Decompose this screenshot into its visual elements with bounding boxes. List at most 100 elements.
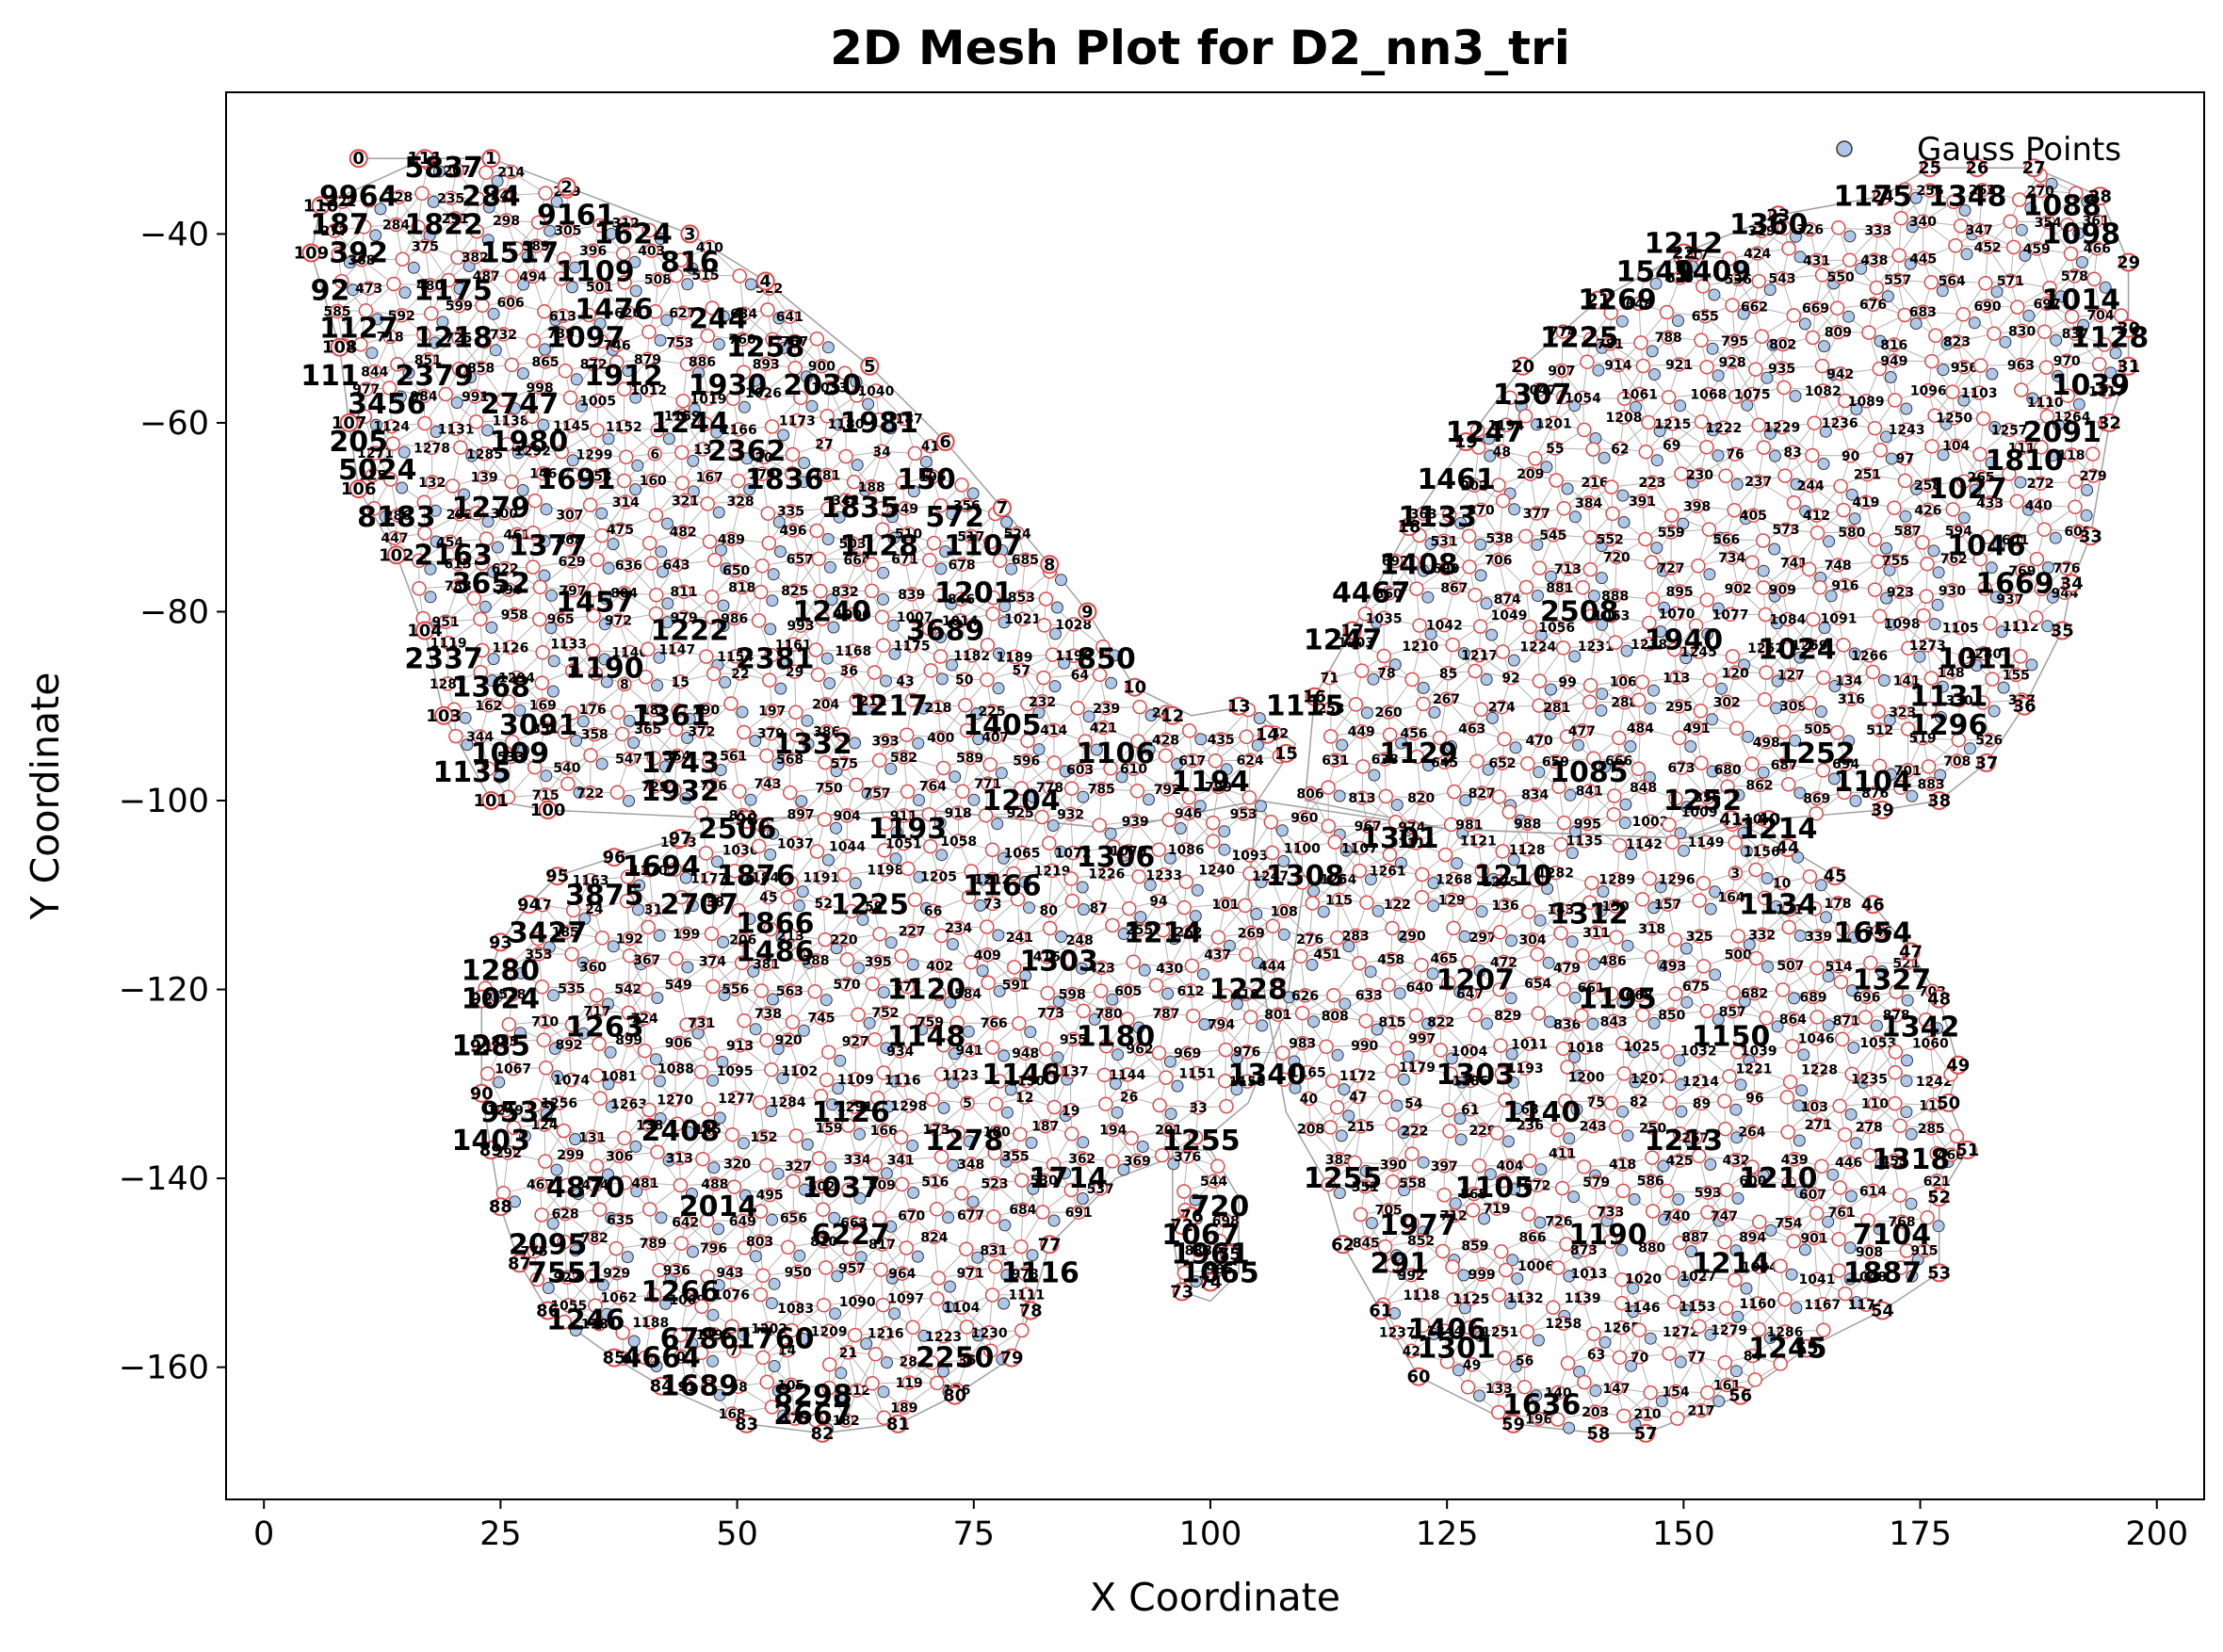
gauss-point	[1731, 1310, 1744, 1323]
gauss-point	[2026, 392, 2039, 405]
gauss-point	[1905, 1127, 1918, 1141]
mesh-node-id: 829	[1494, 1009, 1521, 1024]
boundary-node-id: 80	[943, 1386, 966, 1406]
mesh-node	[388, 217, 404, 233]
gauss-point	[991, 818, 1004, 831]
element-id-label: 1403	[452, 1125, 531, 1158]
gauss-point	[545, 589, 558, 602]
gauss-point	[1402, 1050, 1415, 1063]
mesh-node-id: 348	[957, 1158, 984, 1173]
mesh-node-id: 981	[1455, 818, 1483, 833]
mesh-node	[1755, 533, 1771, 548]
mesh-node	[981, 975, 996, 991]
mesh-node-id: 1216	[868, 1327, 904, 1342]
gauss-point	[1843, 230, 1857, 243]
mesh-node-id: 1109	[837, 1073, 874, 1088]
gauss-point	[627, 1335, 641, 1348]
gauss-point	[369, 229, 382, 242]
element-id-label: 3427	[509, 916, 588, 949]
gauss-point	[1763, 1331, 1777, 1344]
gauss-point	[1771, 674, 1784, 688]
mesh-node	[1744, 555, 1760, 570]
mesh-node	[2033, 183, 2049, 199]
gauss-point	[1644, 702, 1657, 715]
mesh-node	[643, 243, 659, 258]
gauss-point	[651, 992, 664, 1004]
mesh-node	[648, 508, 664, 523]
gauss-point	[1936, 284, 1949, 298]
mesh-node-id: 147	[1602, 1382, 1630, 1397]
mesh-node-id: 1222	[1705, 421, 1742, 436]
gauss-point	[1483, 432, 1496, 445]
gauss-point	[1616, 996, 1630, 1009]
mesh-node-id: 750	[815, 781, 842, 796]
element-id-label: 1760	[736, 1323, 815, 1356]
gauss-point	[1850, 403, 1863, 415]
mesh-node	[1530, 947, 1545, 962]
x-axis-label: X Coordinate	[1090, 1575, 1340, 1620]
mesh-node	[1608, 635, 1623, 650]
mesh-node	[2028, 610, 2044, 625]
mesh-node	[1668, 986, 1683, 1002]
gauss-point	[629, 391, 642, 404]
gauss-point	[1625, 1359, 1638, 1372]
gauss-point	[602, 997, 614, 1011]
gauss-point	[1905, 1197, 1918, 1210]
gauss-point	[509, 402, 521, 415]
mesh-node-id: 843	[1600, 1014, 1628, 1029]
mesh-node	[2014, 382, 2029, 397]
gauss-point	[2099, 281, 2112, 294]
gauss-point	[1880, 430, 1892, 444]
element-id-label: 1166	[963, 869, 1042, 902]
mesh-node-id: 710	[531, 1015, 559, 1030]
mesh-node	[752, 1094, 768, 1110]
gauss-point	[687, 1245, 699, 1258]
gauss-point	[992, 929, 1005, 942]
mesh-node-id: 512	[1866, 723, 1893, 738]
mesh-node-id: 612	[1176, 984, 1204, 999]
mesh-node	[1945, 384, 1960, 399]
mesh-node	[1786, 494, 1802, 510]
mesh-node-id: 1191	[803, 871, 839, 886]
gauss-point	[450, 397, 463, 409]
y-tick-label: −160	[119, 1350, 209, 1387]
gauss-point	[1789, 734, 1802, 747]
gauss-point	[1986, 367, 1999, 381]
mesh-node-id: 997	[1408, 1032, 1436, 1047]
boundary-node-id: 37	[1974, 753, 1998, 773]
gauss-point	[1842, 310, 1856, 323]
boundary-node-id: 60	[1406, 1368, 1430, 1387]
mesh-node	[753, 584, 769, 600]
mesh-node-id: 194	[1099, 1124, 1127, 1139]
gauss-point	[1485, 711, 1499, 724]
gauss-point	[1647, 684, 1660, 697]
mesh-node	[1381, 977, 1396, 993]
mesh-node	[755, 1268, 771, 1284]
mesh-node	[1779, 1090, 1795, 1105]
mesh-node-id: 104	[1942, 439, 1970, 454]
mesh-node-id: 559	[1658, 526, 1685, 541]
mesh-node-id: 1061	[1621, 387, 1658, 402]
gauss-point	[995, 767, 1008, 780]
mesh-node	[1833, 478, 1848, 494]
mesh-node	[723, 696, 738, 711]
mesh-node-id: 816	[1880, 338, 1907, 353]
element-id-label: 5024	[338, 454, 417, 487]
mesh-node	[1239, 729, 1254, 745]
mesh-node	[1699, 439, 1714, 455]
mesh-node	[1802, 868, 1818, 884]
gauss-point	[622, 364, 635, 378]
gauss-point	[736, 705, 749, 719]
mesh-node	[1205, 815, 1221, 831]
mesh-node	[1012, 1015, 1027, 1031]
mesh-node	[385, 436, 400, 451]
mesh-node	[1757, 692, 1773, 707]
mesh-node	[1348, 697, 1364, 712]
gauss-point	[1026, 790, 1039, 803]
mesh-node-id: 587	[1894, 525, 1922, 540]
mesh-node-id: 96	[1745, 1092, 1763, 1107]
gauss-point	[1674, 1078, 1687, 1092]
gauss-point	[766, 1213, 778, 1226]
gauss-point	[659, 1297, 673, 1310]
mesh-node	[1442, 1124, 1457, 1139]
